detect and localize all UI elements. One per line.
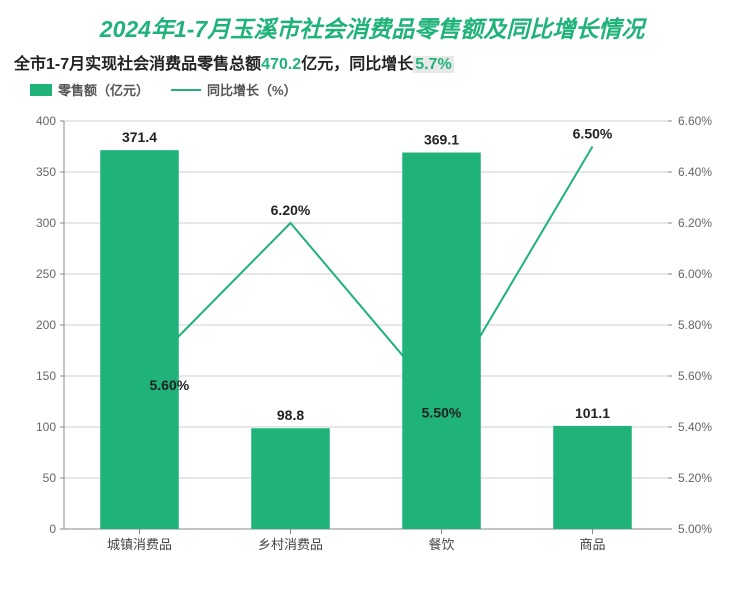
svg-text:50: 50	[43, 471, 57, 485]
svg-text:6.20%: 6.20%	[678, 216, 712, 230]
svg-text:0: 0	[49, 522, 56, 536]
svg-text:5.60%: 5.60%	[678, 369, 712, 383]
legend-bar-label: 零售额（亿元）	[58, 80, 149, 99]
svg-text:300: 300	[36, 216, 56, 230]
svg-text:5.00%: 5.00%	[678, 522, 712, 536]
subtitle-prefix: 全市1-7月实现社会消费品零售总额	[14, 56, 261, 73]
bar	[402, 153, 481, 529]
svg-text:5.50%: 5.50%	[422, 405, 462, 421]
svg-text:150: 150	[36, 369, 56, 383]
bar-swatch-icon	[30, 84, 52, 96]
legend-item-line: 同比增长（%）	[171, 80, 297, 99]
svg-text:100: 100	[36, 420, 56, 434]
svg-text:350: 350	[36, 165, 56, 179]
svg-text:6.20%: 6.20%	[271, 202, 311, 218]
chart-title: 2024年1-7月玉溪市社会消费品零售额及同比增长情况	[0, 0, 744, 44]
svg-text:200: 200	[36, 318, 56, 332]
legend: 零售额（亿元） 同比增长（%）	[0, 78, 744, 103]
chart-area: 0 50 100 150 200 250 300 350 400 5.00% 5.20% 5.40% 5…	[10, 103, 734, 563]
svg-text:101.1: 101.1	[575, 405, 610, 421]
svg-text:371.4: 371.4	[122, 129, 157, 145]
svg-text:6.00%: 6.00%	[678, 267, 712, 281]
legend-line-label: 同比增长（%）	[207, 80, 297, 99]
svg-text:餐饮: 餐饮	[428, 537, 454, 552]
svg-text:5.20%: 5.20%	[678, 471, 712, 485]
svg-text:250: 250	[36, 267, 56, 281]
svg-text:5.40%: 5.40%	[678, 420, 712, 434]
svg-text:商品: 商品	[579, 537, 605, 552]
bar	[553, 426, 632, 529]
bar	[251, 428, 330, 529]
svg-text:6.60%: 6.60%	[678, 114, 712, 128]
line-swatch-icon	[171, 89, 201, 91]
chart-svg: 0 50 100 150 200 250 300 350 400 5.00% 5.20% 5.40% 5…	[10, 103, 734, 563]
svg-text:6.40%: 6.40%	[678, 165, 712, 179]
svg-text:5.60%: 5.60%	[150, 377, 190, 393]
subtitle-mid: 亿元，同比增长	[301, 56, 413, 73]
svg-text:6.50%: 6.50%	[573, 126, 613, 142]
svg-text:98.8: 98.8	[277, 407, 304, 423]
bar	[100, 150, 179, 529]
subtitle-value-2: 5.7%	[413, 56, 453, 73]
chart-subtitle: 全市1-7月实现社会消费品零售总额470.2亿元，同比增长5.7%	[0, 44, 744, 78]
subtitle-value-1: 470.2	[261, 56, 301, 73]
svg-text:城镇消费品: 城镇消费品	[107, 537, 172, 552]
svg-text:400: 400	[36, 114, 56, 128]
svg-text:乡村消费品: 乡村消费品	[258, 537, 323, 552]
legend-item-bar: 零售额（亿元）	[30, 80, 149, 99]
svg-text:5.80%: 5.80%	[678, 318, 712, 332]
svg-text:369.1: 369.1	[424, 132, 459, 148]
